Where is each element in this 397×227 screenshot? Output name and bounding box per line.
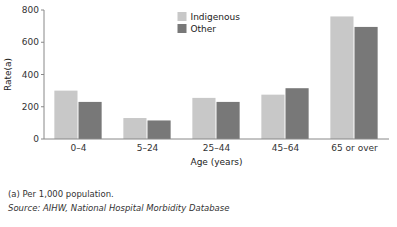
x-tick-label: 45–64 [272,143,300,153]
y-tick [41,74,44,75]
x-tick-label: 65 or over [331,143,378,153]
y-tick-label: 800 [22,5,39,15]
bar [192,98,215,139]
bar [79,102,102,139]
chart: 0 200 400 600 800 0–4 5–24 25–44 45–64 65 or over… [0,0,397,227]
legend: Indigenous Other [178,12,241,34]
footnote: (a) Per 1,000 population. [8,189,114,199]
bar [148,120,171,139]
y-tick [41,139,44,140]
x-tick-label: 5–24 [137,143,159,153]
bar [261,95,284,139]
bars [54,16,377,139]
y-tick-label: 200 [22,102,39,112]
y-tick-label: 0 [33,134,39,144]
y-tick [41,42,44,43]
bar [123,118,146,139]
footnote: Source: AIHW, National Hospital Morbidit… [8,203,229,213]
legend-label: Indigenous [191,12,241,22]
y-tick [41,10,44,11]
bar [355,27,378,139]
legend-label: Other [191,24,217,34]
bar [54,91,77,139]
y-axis-label: Rate(a) [3,58,13,91]
y-tick-label: 400 [22,70,39,80]
x-axis-label: Age (years) [190,157,242,167]
y-tick-label: 600 [22,37,39,47]
bar [330,16,353,139]
x-axis-line [44,139,389,140]
legend-swatch [178,24,187,33]
bar [286,88,309,139]
legend-swatch [178,12,187,21]
x-tick-label: 25–44 [203,143,231,153]
x-tick-label: 0–4 [71,143,87,153]
bar [217,102,240,139]
y-tick [41,106,44,107]
